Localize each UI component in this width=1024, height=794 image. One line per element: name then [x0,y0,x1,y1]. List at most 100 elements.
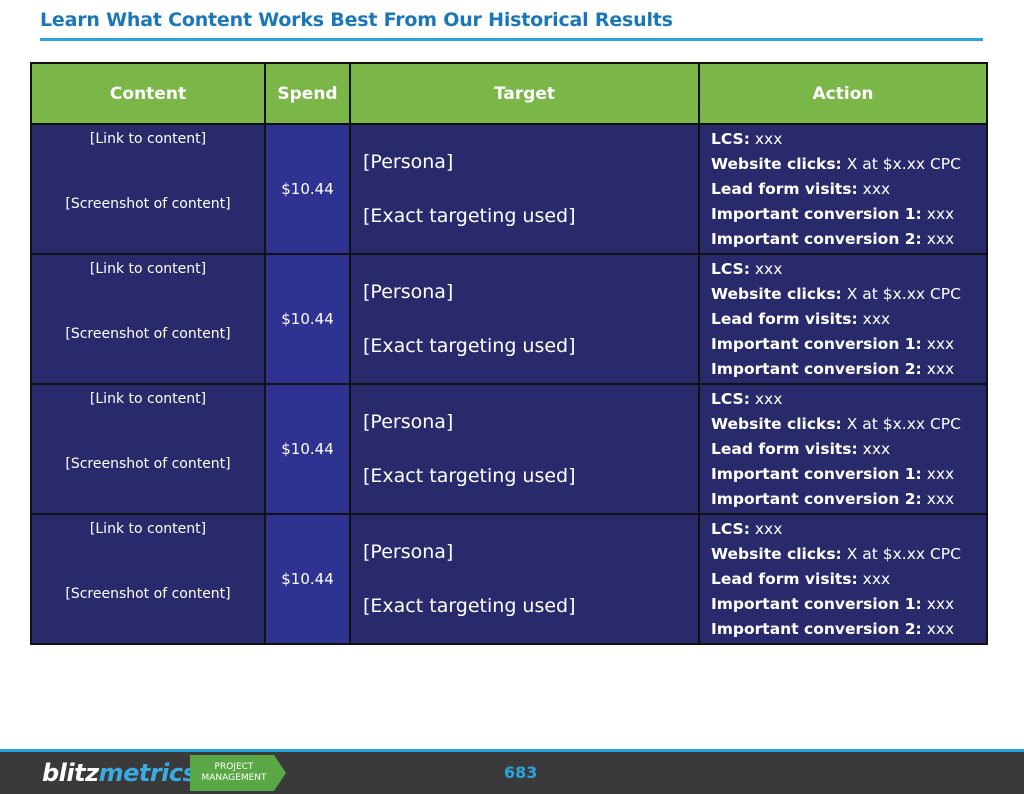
target-cell: [Persona] [Exact targeting used] [349,123,700,255]
content-wrap: [Link to content] [Screenshot of content] [32,385,264,513]
header-row: Content Spend Target Action [30,62,988,125]
column-header: Action [698,62,988,125]
action-line: Lead form visits: xxx [711,177,986,202]
table-row: [Link to content] [Screenshot of content]… [30,253,988,385]
title-rule [40,38,983,41]
content-link: [Link to content] [89,261,207,277]
badge: PROJECT MANAGEMENT [190,755,286,791]
action-value: xxx [926,594,955,613]
action-label: LCS: [711,259,750,278]
content-screenshot: [Screenshot of content] [65,326,231,342]
action-value: xxx [926,489,955,508]
action-cell: LCS: xxx Website clicks: X at $x.xx CPC Le… [698,123,988,255]
targeting: [Exact targeting used] [363,595,576,617]
action-value: xxx [862,439,891,458]
action-value: X at $x.xx CPC [846,284,961,303]
spend-cell: $10.44 [264,383,351,515]
column-header: Content [30,62,266,125]
action-value: xxx [754,389,783,408]
action-label: Website clicks: [711,414,842,433]
action-line: Important conversion 1: xxx [711,462,986,487]
results-table: Content Spend Target Action [Link to con… [30,62,988,645]
content-wrap: [Link to content] [Screenshot of content] [32,125,264,253]
column-header: Target [349,62,700,125]
content-screenshot: [Screenshot of content] [65,196,231,212]
content-wrap: [Link to content] [Screenshot of content] [32,515,264,643]
action-label: Important conversion 2: [711,359,922,378]
action-label: Website clicks: [711,284,842,303]
content-link: [Link to content] [89,391,207,407]
action-label: LCS: [711,519,750,538]
table-row: [Link to content] [Screenshot of content]… [30,123,988,255]
action-line: Lead form visits: xxx [711,567,986,592]
action-line: LCS: xxx [711,127,986,152]
badge-text: PROJECT [215,762,254,772]
action-label: Lead form visits: [711,439,858,458]
content-cell: [Link to content] [Screenshot of content] [30,253,266,385]
action-label: Important conversion 1: [711,464,922,483]
action-cell: LCS: xxx Website clicks: X at $x.xx CPC Le… [698,513,988,645]
targeting: [Exact targeting used] [363,335,576,357]
action-value: xxx [862,309,891,328]
action-label: Website clicks: [711,544,842,563]
content-link: [Link to content] [89,521,207,537]
action-label: LCS: [711,129,750,148]
action-line: LCS: xxx [711,517,986,542]
content-screenshot: [Screenshot of content] [65,456,231,472]
logo: blitzmetrics [42,759,197,787]
target-cell: [Persona] [Exact targeting used] [349,513,700,645]
action-value: xxx [862,179,891,198]
table-body: [Link to content] [Screenshot of content]… [30,123,988,645]
logo-part: blitz [42,759,99,787]
table-row: [Link to content] [Screenshot of content]… [30,383,988,515]
spend-cell: $10.44 [264,513,351,645]
content-cell: [Link to content] [Screenshot of content] [30,513,266,645]
action-line: Important conversion 1: xxx [711,592,986,617]
action-value: xxx [926,204,955,223]
action-label: LCS: [711,389,750,408]
spend-cell: $10.44 [264,123,351,255]
content-cell: [Link to content] [Screenshot of content] [30,383,266,515]
action-value: xxx [754,519,783,538]
action-value: X at $x.xx CPC [846,154,961,173]
footer: blitzmetrics PROJECT MANAGEMENT 683 [0,749,1024,794]
action-label: Important conversion 2: [711,619,922,638]
action-value: xxx [926,619,955,638]
column-header: Spend [264,62,351,125]
action-line: LCS: xxx [711,387,986,412]
action-line: Important conversion 2: xxx [711,357,986,382]
action-line: Website clicks: X at $x.xx CPC [711,282,986,307]
action-value: X at $x.xx CPC [846,544,961,563]
action-label: Lead form visits: [711,179,858,198]
targeting: [Exact targeting used] [363,465,576,487]
action-line: Website clicks: X at $x.xx CPC [711,412,986,437]
action-value: xxx [926,334,955,353]
action-line: Important conversion 1: xxx [711,202,986,227]
action-value: xxx [926,464,955,483]
action-label: Lead form visits: [711,569,858,588]
badge-text: MANAGEMENT [202,773,267,783]
action-label: Website clicks: [711,154,842,173]
action-value: X at $x.xx CPC [846,414,961,433]
target-cell: [Persona] [Exact targeting used] [349,253,700,385]
action-value: xxx [926,359,955,378]
action-line: Website clicks: X at $x.xx CPC [711,542,986,567]
action-cell: LCS: xxx Website clicks: X at $x.xx CPC Le… [698,383,988,515]
targeting: [Exact targeting used] [363,205,576,227]
action-value: xxx [926,229,955,248]
action-line: LCS: xxx [711,257,986,282]
action-line: Important conversion 2: xxx [711,487,986,512]
action-value: xxx [862,569,891,588]
content-link: [Link to content] [89,131,207,147]
action-value: xxx [754,259,783,278]
content-cell: [Link to content] [Screenshot of content] [30,123,266,255]
action-label: Important conversion 1: [711,594,922,613]
persona: [Persona] [363,151,454,173]
action-label: Important conversion 2: [711,489,922,508]
persona: [Persona] [363,281,454,303]
spend-cell: $10.44 [264,253,351,385]
action-line: Important conversion 1: xxx [711,332,986,357]
action-label: Lead form visits: [711,309,858,328]
content-wrap: [Link to content] [Screenshot of content] [32,255,264,383]
